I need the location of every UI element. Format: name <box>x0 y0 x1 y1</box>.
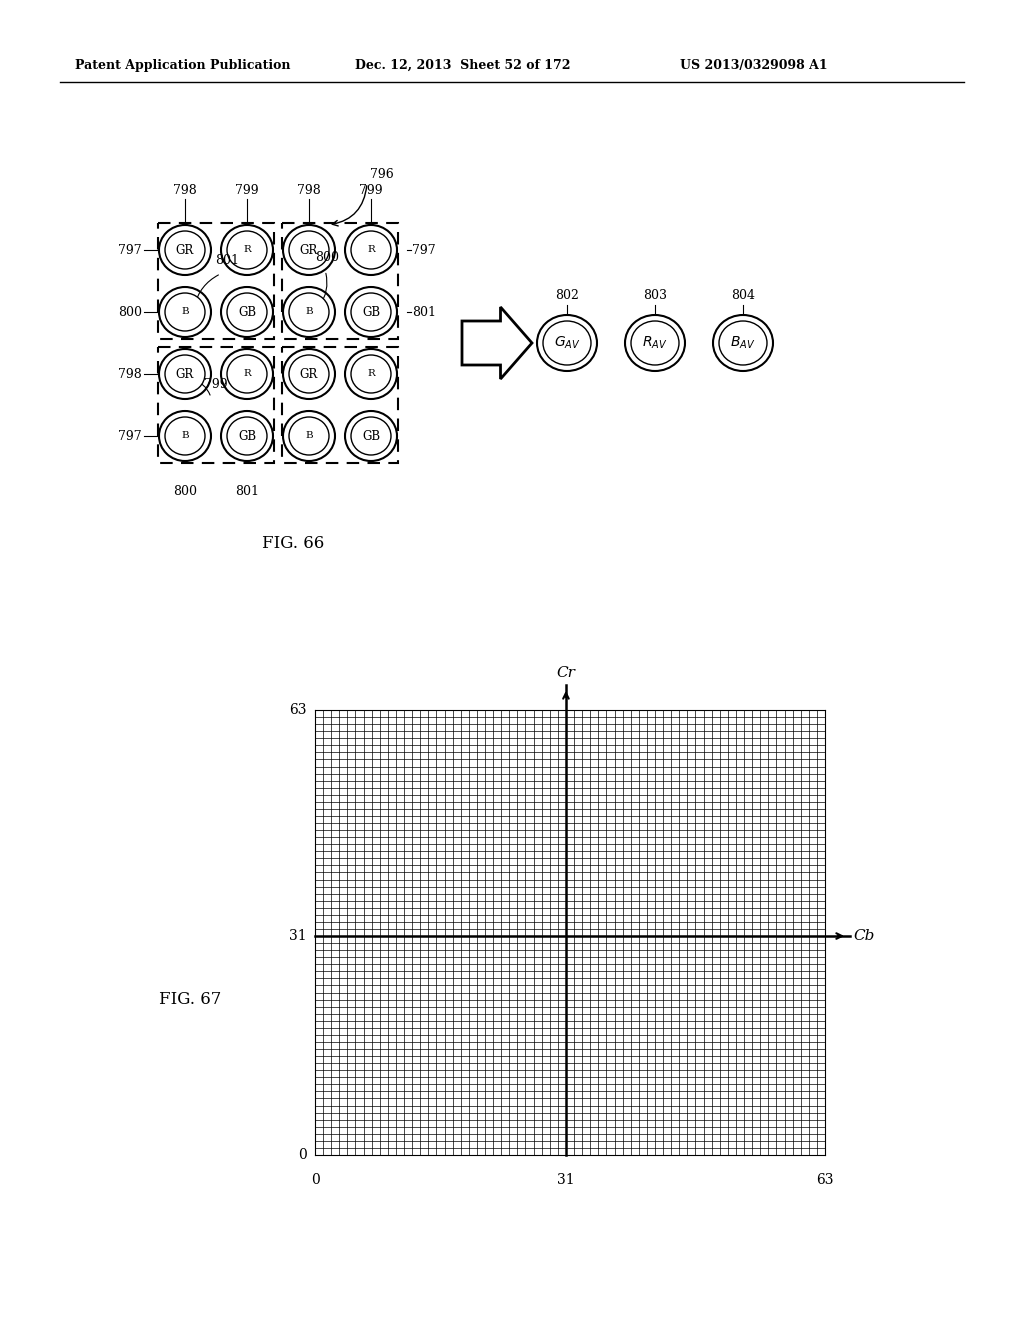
Text: 799: 799 <box>204 378 227 391</box>
Text: GR: GR <box>176 243 195 256</box>
Ellipse shape <box>283 286 335 337</box>
Text: 799: 799 <box>359 183 383 197</box>
Ellipse shape <box>227 417 267 455</box>
Ellipse shape <box>221 348 273 399</box>
Ellipse shape <box>221 224 273 275</box>
Text: GB: GB <box>361 429 380 442</box>
Ellipse shape <box>159 411 211 461</box>
Text: 797: 797 <box>412 243 435 256</box>
Ellipse shape <box>283 348 335 399</box>
Text: 63: 63 <box>290 704 307 717</box>
Text: 31: 31 <box>557 1173 574 1187</box>
Text: GR: GR <box>176 367 195 380</box>
Text: 802: 802 <box>555 289 579 302</box>
Ellipse shape <box>345 224 397 275</box>
Bar <box>282 347 398 463</box>
Ellipse shape <box>351 293 391 331</box>
Text: Patent Application Publication: Patent Application Publication <box>75 58 291 71</box>
Text: 798: 798 <box>173 183 197 197</box>
Ellipse shape <box>289 355 329 393</box>
Text: R: R <box>368 246 375 255</box>
Ellipse shape <box>543 321 591 366</box>
Text: 798: 798 <box>297 183 321 197</box>
Text: GB: GB <box>238 305 256 318</box>
Ellipse shape <box>351 231 391 269</box>
Ellipse shape <box>631 321 679 366</box>
Text: B: B <box>305 432 312 441</box>
Text: US 2013/0329098 A1: US 2013/0329098 A1 <box>680 58 827 71</box>
Text: R: R <box>368 370 375 379</box>
Text: B: B <box>181 308 188 317</box>
Ellipse shape <box>159 286 211 337</box>
Bar <box>158 347 274 463</box>
Text: $B_{AV}$: $B_{AV}$ <box>730 335 756 351</box>
Text: 31: 31 <box>290 929 307 942</box>
Polygon shape <box>462 308 532 379</box>
Text: Dec. 12, 2013  Sheet 52 of 172: Dec. 12, 2013 Sheet 52 of 172 <box>355 58 570 71</box>
Ellipse shape <box>159 224 211 275</box>
Ellipse shape <box>165 355 205 393</box>
Ellipse shape <box>289 293 329 331</box>
Ellipse shape <box>345 286 397 337</box>
Ellipse shape <box>159 348 211 399</box>
Text: GR: GR <box>300 243 318 256</box>
Text: 800: 800 <box>315 251 339 264</box>
Bar <box>282 223 398 339</box>
Text: 800: 800 <box>118 305 142 318</box>
Text: Cb: Cb <box>853 929 874 942</box>
Text: 803: 803 <box>643 289 667 302</box>
Text: 0: 0 <box>298 1148 307 1162</box>
Text: 0: 0 <box>310 1173 319 1187</box>
Text: R: R <box>243 246 251 255</box>
Text: 801: 801 <box>412 305 436 318</box>
Text: 796: 796 <box>370 169 394 181</box>
Ellipse shape <box>227 231 267 269</box>
Text: Cr: Cr <box>556 667 575 680</box>
Text: GR: GR <box>300 367 318 380</box>
Text: 799: 799 <box>236 183 259 197</box>
Text: GB: GB <box>238 429 256 442</box>
Ellipse shape <box>165 293 205 331</box>
Text: FIG. 67: FIG. 67 <box>159 991 221 1007</box>
Text: $G_{AV}$: $G_{AV}$ <box>554 335 581 351</box>
Text: 797: 797 <box>119 429 142 442</box>
Text: R: R <box>243 370 251 379</box>
Ellipse shape <box>227 293 267 331</box>
Ellipse shape <box>537 315 597 371</box>
Bar <box>158 223 274 339</box>
Text: B: B <box>305 308 312 317</box>
Text: 63: 63 <box>816 1173 834 1187</box>
Text: 797: 797 <box>119 243 142 256</box>
Ellipse shape <box>289 417 329 455</box>
Text: B: B <box>181 432 188 441</box>
Ellipse shape <box>345 411 397 461</box>
Ellipse shape <box>165 417 205 455</box>
Ellipse shape <box>283 411 335 461</box>
Text: $R_{AV}$: $R_{AV}$ <box>642 335 668 351</box>
Text: 800: 800 <box>173 484 197 498</box>
Ellipse shape <box>625 315 685 371</box>
Ellipse shape <box>165 231 205 269</box>
Ellipse shape <box>289 231 329 269</box>
Text: GB: GB <box>361 305 380 318</box>
Text: 798: 798 <box>118 367 142 380</box>
Ellipse shape <box>351 355 391 393</box>
Ellipse shape <box>227 355 267 393</box>
Ellipse shape <box>283 224 335 275</box>
Text: 801: 801 <box>234 484 259 498</box>
Text: 801: 801 <box>215 253 239 267</box>
Ellipse shape <box>221 286 273 337</box>
Ellipse shape <box>221 411 273 461</box>
Ellipse shape <box>351 417 391 455</box>
Ellipse shape <box>719 321 767 366</box>
Text: 804: 804 <box>731 289 755 302</box>
Text: FIG. 66: FIG. 66 <box>262 535 325 552</box>
Ellipse shape <box>713 315 773 371</box>
Ellipse shape <box>345 348 397 399</box>
